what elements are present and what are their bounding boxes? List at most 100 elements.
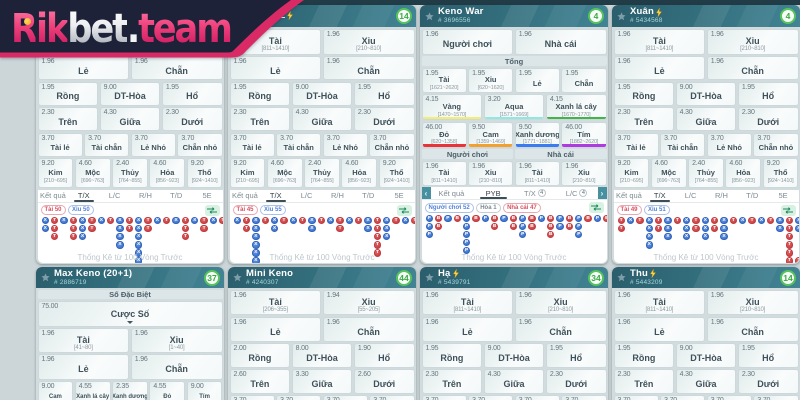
- tab-t-d[interactable]: T/D: [353, 190, 384, 202]
- bet-button-v-ng[interactable]: 4.15 Vàng [1470~1570]: [421, 94, 483, 120]
- bet-button--[interactable]: 4.55 Đỏ: [149, 381, 186, 400]
- bet-button-t-m[interactable]: 9.00 Tím: [186, 381, 223, 400]
- bet-button-tr-n[interactable]: 2.30 Trên: [421, 369, 483, 394]
- bet-button-xanh-d-ng[interactable]: 2.35 Xanh dương: [112, 381, 148, 400]
- bet-button-xanh-d-ng[interactable]: 9.50 Xanh dương [1771~1881]: [514, 121, 560, 148]
- tab-t-x[interactable]: T/X: [644, 190, 675, 202]
- bet-button-dt-h-a[interactable]: 9.00 DT-Hòa: [675, 81, 737, 106]
- star-icon[interactable]: [233, 273, 242, 282]
- bet-button-dt-h-a[interactable]: 8.00 DT-Hòa: [291, 343, 353, 368]
- bet-button-ch-n[interactable]: 1.96 Chẵn: [322, 56, 415, 80]
- bet-button-l-[interactable]: 1.96 Lẻ: [613, 56, 706, 80]
- bet-button-gi-a[interactable]: 4.30 Giữa: [675, 369, 737, 394]
- bet-button-d-i[interactable]: 2.60 Dưới: [353, 369, 415, 394]
- swap-view-button[interactable]: [204, 204, 220, 216]
- bet-button-gi-a[interactable]: 4.30 Giữa: [291, 107, 353, 131]
- bet-button-gi-a[interactable]: 4.30 Giữa: [483, 369, 545, 394]
- bet-button-m-c[interactable]: 4.60 Mộc [696~763]: [74, 158, 111, 188]
- bet-button-th-[interactable]: 9.20 Thổ [924~1410]: [378, 158, 415, 188]
- bet-button-gi-a[interactable]: 4.30 Giữa: [675, 107, 737, 131]
- swap-view-button[interactable]: [588, 202, 604, 213]
- tab-l-c[interactable]: L/C: [99, 190, 130, 202]
- bet-button-h-[interactable]: 1.95 Hổ: [737, 81, 799, 106]
- bet-button-ch-n[interactable]: 1.96 Chẵn: [706, 316, 799, 342]
- bet-button-d-i[interactable]: 2.30 Dưới: [353, 107, 415, 131]
- bet-button-x-u[interactable]: 1.96 Xỉu [1~40]: [130, 328, 223, 353]
- swap-view-button[interactable]: [780, 204, 796, 216]
- bet-button-h-a[interactable]: 4.60 Hỏa [856~923]: [341, 158, 378, 188]
- bet-button-h-a[interactable]: 4.60 Hỏa [856~923]: [725, 158, 762, 188]
- bet-button-d-i[interactable]: 2.30 Dưới: [161, 107, 223, 131]
- tab-r-h[interactable]: R/H: [706, 190, 737, 202]
- swap-view-button[interactable]: [396, 204, 412, 216]
- bet-button-ch-n[interactable]: 1.96 Chẵn: [322, 316, 415, 342]
- tab-l-c[interactable]: L/C: [675, 190, 706, 202]
- tab-r-h[interactable]: R/H: [130, 190, 161, 202]
- bet-button-h-[interactable]: 1.95 Hổ: [737, 343, 799, 368]
- bet-button-ch-n[interactable]: 1.96 Chẵn: [130, 56, 223, 80]
- tab-t-x[interactable]: T/X: [68, 190, 99, 202]
- bet-button-r-ng[interactable]: 1.95 Rồng: [229, 81, 291, 106]
- tab-t-x[interactable]: T/X 4: [514, 187, 556, 199]
- bet-button-d-i[interactable]: 2.30 Dưới: [737, 107, 799, 131]
- bet-button-ch-n[interactable]: 1.96 Chẵn: [514, 316, 607, 342]
- bet-button-h-[interactable]: 1.95 Hổ: [353, 81, 415, 106]
- tab-5e[interactable]: 5E: [384, 190, 415, 202]
- tab-pyb[interactable]: PYB: [472, 187, 514, 199]
- bet-button-x-u[interactable]: 1.95 Xỉu [620~1620]: [468, 67, 514, 93]
- bet-button-l-[interactable]: 1.96 Lẻ: [613, 316, 706, 342]
- bet-button-x-u[interactable]: 1.94 Xỉu [55~205]: [322, 290, 415, 315]
- bet-button-r-ng[interactable]: 1.95 Rồng: [421, 343, 483, 368]
- bet-button-h-[interactable]: 1.95 Hổ: [161, 81, 223, 106]
- bet-button-xanh-l-c-y[interactable]: 4.15 Xanh lá cây [1670~1770]: [545, 94, 607, 120]
- tab-l-c[interactable]: L/C: [291, 190, 322, 202]
- bet-button-cam[interactable]: 9.50 Cam [1359~1469]: [468, 121, 514, 148]
- bet-button-tr-n[interactable]: 2.60 Trên: [229, 369, 291, 394]
- tab-scroll-left-icon[interactable]: ‹: [421, 187, 431, 199]
- bet-button-t-i[interactable]: 1.96 Tài [206~355]: [229, 290, 322, 315]
- bet-button-ng-i-ch-i[interactable]: 1.96 Người chơi: [421, 28, 514, 55]
- star-icon[interactable]: [425, 273, 434, 282]
- tab-k-t-qu-[interactable]: Kết quả: [431, 187, 473, 199]
- bet-button-t-i[interactable]: 1.95 Tài [1621~2620]: [421, 67, 467, 93]
- bet-button-tr-n[interactable]: 2.30 Trên: [613, 107, 675, 131]
- tab-k-t-qu-[interactable]: Kết quả: [38, 190, 69, 202]
- bet-button-ch-n[interactable]: 1.96 Chẵn: [706, 56, 799, 80]
- tab-scroll-right-icon[interactable]: ›: [597, 187, 607, 199]
- tab-5e[interactable]: 5E: [192, 190, 223, 202]
- tab-5e[interactable]: 5E: [768, 190, 799, 202]
- bet-button-tr-n[interactable]: 2.30 Trên: [613, 369, 675, 394]
- bet-button-kim[interactable]: 9.20 Kim [210~695]: [229, 158, 266, 188]
- bet-button-ch-n[interactable]: 1.95 Chẵn: [561, 67, 607, 93]
- bet-button-th-y[interactable]: 2.40 Thủy [764~855]: [688, 158, 724, 188]
- star-icon[interactable]: [425, 11, 434, 21]
- tab-l-c[interactable]: L/C 4: [556, 187, 598, 199]
- bet-button-t-m[interactable]: 46.00 Tím [1882~2620]: [561, 121, 607, 148]
- tab-r-h[interactable]: R/H: [322, 190, 353, 202]
- bet-button-h-[interactable]: 1.90 Hổ: [353, 343, 415, 368]
- bet-button-kim[interactable]: 9.20 Kim [210~695]: [613, 158, 650, 188]
- bet-button-dt-h-a[interactable]: 9.00 DT-Hòa: [291, 81, 353, 106]
